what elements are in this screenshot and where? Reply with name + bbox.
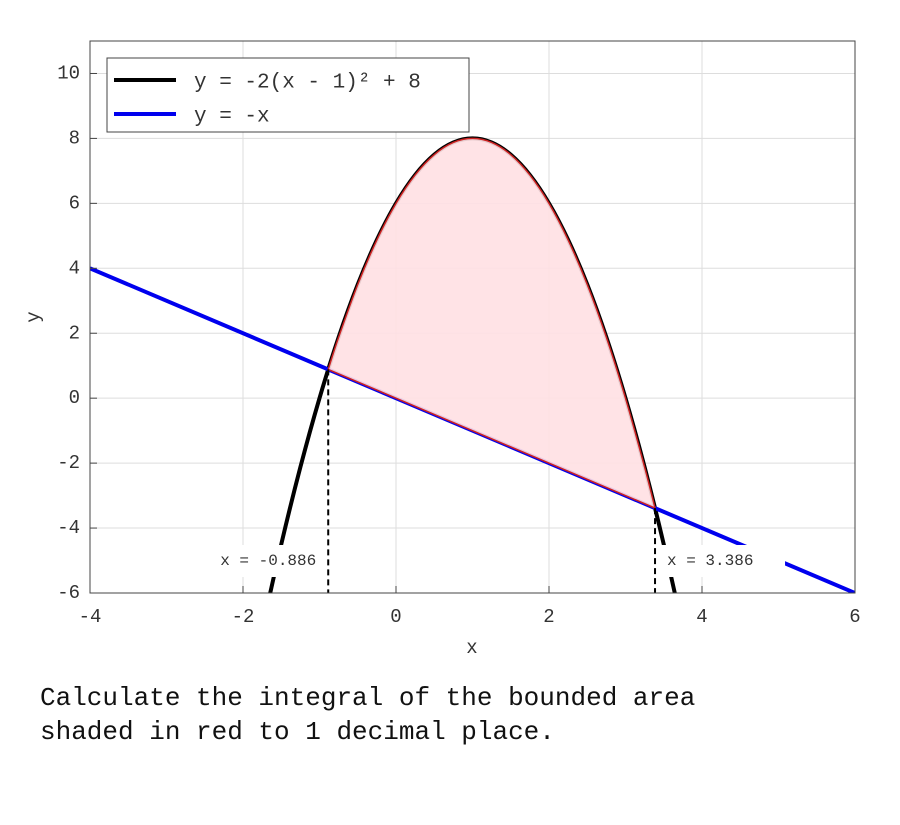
y-tick-label: -2 xyxy=(57,452,80,474)
y-tick-label: 6 xyxy=(69,192,80,214)
shaded-area xyxy=(327,137,657,510)
x-tick-label: 0 xyxy=(390,606,401,628)
y-tick-label: 8 xyxy=(69,127,80,149)
x-axis-label: x xyxy=(466,637,477,659)
x-tick-label: 4 xyxy=(696,606,707,628)
question-line: shaded in red to 1 decimal place. xyxy=(40,717,555,747)
y-tick-label: 4 xyxy=(69,257,80,279)
y-tick-label: 0 xyxy=(69,387,80,409)
y-tick-label: 2 xyxy=(69,322,80,344)
plot-frame xyxy=(89,40,856,594)
annotation-label: x = -0.886 xyxy=(220,552,316,570)
y-tick-label: -4 xyxy=(57,517,80,539)
y-axis-label: y xyxy=(23,311,45,322)
annotation-box xyxy=(196,545,323,577)
legend-label: y = -x xyxy=(194,106,270,129)
legend-label: y = -2(x - 1)² + 8 xyxy=(194,72,421,95)
question-line: Calculate the integral of the bounded ar… xyxy=(40,683,695,713)
annotation-label: x = 3.386 xyxy=(667,552,753,570)
x-tick-label: -2 xyxy=(232,606,255,628)
legend: y = -2(x - 1)² + 8 y = -x xyxy=(106,57,470,133)
y-tick-label: -6 xyxy=(57,582,80,604)
legend-box xyxy=(106,57,470,133)
annotation-box xyxy=(659,545,786,577)
x-tick-label: 2 xyxy=(543,606,554,628)
y-tick-label: 10 xyxy=(57,62,80,84)
x-tick-label: -4 xyxy=(79,606,102,628)
x-tick-label: 6 xyxy=(849,606,860,628)
